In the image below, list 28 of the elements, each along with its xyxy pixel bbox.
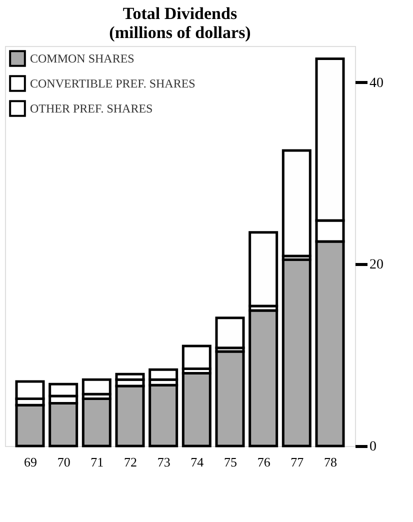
x-tick-label: 74 (190, 454, 204, 470)
legend-label: COMMON SHARES (30, 52, 134, 66)
x-tick-label: 72 (124, 454, 137, 470)
y-tick-label: 0 (370, 440, 376, 454)
bar (282, 149, 312, 258)
bar (215, 316, 245, 350)
text: Total Dividends (122, 4, 238, 23)
legend-label: CONVERTIBLE PREF. SHARES (30, 76, 196, 90)
x-tick-label: 73 (157, 454, 170, 470)
text: (millions of dollars) (109, 23, 251, 42)
x-tick-label: 77 (290, 454, 304, 470)
x-tick-label: 71 (90, 454, 104, 470)
bar (148, 384, 178, 448)
x-tick-label: 76 (257, 454, 271, 470)
y-tick-label: 20 (370, 258, 384, 273)
legend-label: OTHER PREF. SHARES (30, 102, 153, 116)
bar (15, 404, 45, 448)
bar (115, 384, 145, 448)
x-tick-label: 78 (324, 454, 337, 470)
bar (248, 309, 278, 448)
y-tick-label: 40 (370, 76, 384, 91)
bar (282, 258, 312, 448)
bar (182, 372, 212, 448)
x-tick-label: 69 (24, 454, 37, 470)
x-tick-label: 70 (57, 454, 70, 470)
x-tick-label: 75 (224, 454, 237, 470)
bar (215, 350, 245, 448)
bar (82, 397, 112, 448)
